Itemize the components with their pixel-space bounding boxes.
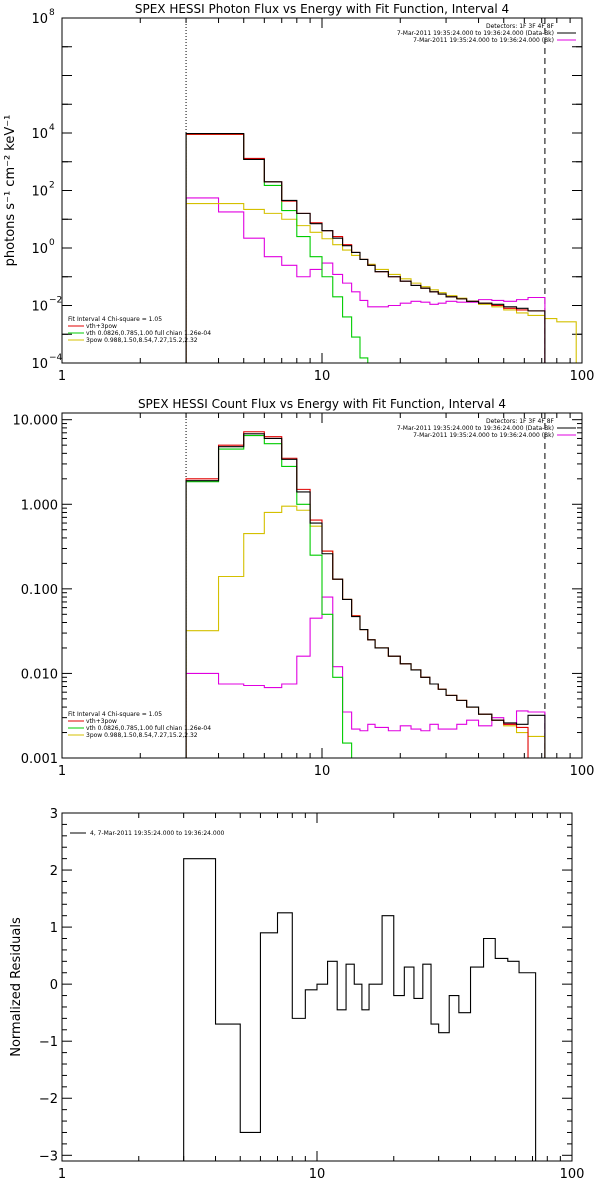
legend-entry-text: 7-Mar-2011 19:35:24.000 to 19:36:24.000 … <box>413 37 554 44</box>
legend-entry-text: 7-Mar-2011 19:35:24.000 to 19:36:24.000 … <box>397 30 554 37</box>
y-tick-label: 1 <box>50 921 58 936</box>
legend-entry-text: Fit Interval 4 Chi-square = 1.05 <box>68 316 162 323</box>
plot-frame <box>61 812 573 1162</box>
y-axis-label: Normalized Residuals <box>9 917 24 1057</box>
y-tick-label: 10 <box>31 357 48 372</box>
y-tick-label: 10 <box>31 242 48 257</box>
y-tick-label: −2 <box>39 1092 58 1107</box>
y-tick-label: 10 <box>31 127 48 142</box>
chart-title: SPEX HESSI Photon Flux vs Energy with Fi… <box>135 2 509 16</box>
chart-title: SPEX HESSI Count Flux vs Energy with Fit… <box>138 397 506 411</box>
plot-area <box>185 413 546 758</box>
y-tick-exponent: −2 <box>49 296 62 306</box>
series-residuals <box>183 858 537 1161</box>
y-tick-exponent: −4 <box>49 353 63 363</box>
series-background <box>185 197 546 363</box>
x-tick-label: 100 <box>560 1167 585 1182</box>
legend-legend_bottomleft: Fit Interval 4 Chi-square = 1.05vth+3pow… <box>68 711 211 739</box>
y-tick-label: 0 <box>50 978 58 993</box>
plot-area <box>183 858 537 1161</box>
legend-legend_topright: Detectors: 1F 3F 4F 8F7-Mar-2011 19:35:2… <box>397 23 576 44</box>
legend-entry-text: 3pow 0.988,1.50,8.54,7.27,15.2,2.32 <box>86 732 198 739</box>
y-tick-label: 10 <box>31 300 48 315</box>
y-tick-label: −3 <box>39 1149 58 1164</box>
panel-photon: SPEX HESSI Photon Flux vs Energy with Fi… <box>3 2 595 384</box>
legend-entry-text: vth+3pow <box>86 323 117 330</box>
y-tick-label: 0.100 <box>21 583 58 598</box>
x-tick-label: 10 <box>314 764 331 779</box>
legend-entry-text: vth 0.0826,0.785,1.00 full chian 1.26e-0… <box>86 725 211 732</box>
y-tick-label: 10 <box>31 185 48 200</box>
x-tick-label: 1 <box>58 369 66 384</box>
y-tick-label: 10 <box>31 12 48 27</box>
y-tick-exponent: 0 <box>49 238 55 248</box>
y-tick-label: 3 <box>50 807 58 822</box>
legend-entry-text: 4, 7-Mar-2011 19:35:24.000 to 19:36:24.0… <box>90 830 225 837</box>
series-thermal <box>185 434 361 758</box>
y-tick-exponent: 4 <box>49 123 55 133</box>
legend-entry-text: 7-Mar-2011 19:35:24.000 to 19:36:24.000 … <box>397 425 554 432</box>
series-data <box>185 132 546 363</box>
y-tick-exponent: 2 <box>49 181 55 191</box>
legend-entry-text: vth+3pow <box>86 718 117 725</box>
legend-legend_topleft: 4, 7-Mar-2011 19:35:24.000 to 19:36:24.0… <box>70 830 225 837</box>
plot-frame <box>61 17 583 364</box>
x-tick-label: 10 <box>309 1167 326 1182</box>
legend-entry-text: Fit Interval 4 Chi-square = 1.05 <box>68 711 162 718</box>
series-data <box>185 433 546 758</box>
y-tick-label: 2 <box>50 864 58 879</box>
x-tick-label: 1 <box>58 1167 66 1182</box>
y-tick-label: −1 <box>39 1035 58 1050</box>
legend-entry-text: Detectors: 1F 3F 4F 8F <box>486 23 555 30</box>
y-axis-ticks: 0.001 0.010 0.100 1.000 10.000 <box>13 414 582 767</box>
x-axis-ticks: 1 10 100 <box>58 813 585 1182</box>
x-tick-label: 10 <box>314 369 331 384</box>
y-tick-label: 1.000 <box>21 498 58 513</box>
legend-legend_bottomleft: Fit Interval 4 Chi-square = 1.05vth+3pow… <box>68 316 211 344</box>
x-tick-label: 1 <box>58 764 66 779</box>
panel-residuals: Normalized Residuals 1 10 100 −3 −2 −1 0 1 2 3 4, 7… <box>9 807 585 1182</box>
y-tick-label: 0.010 <box>21 667 58 682</box>
y-axis-ticks: 10 −410 −210 010 210 410 8 <box>31 8 582 372</box>
y-axis-label: photons s⁻¹ cm⁻² keV⁻¹ <box>3 115 18 267</box>
legend-entry-text: vth 0.0826,0.785,1.00 full chian 1.26e-0… <box>86 330 211 337</box>
x-axis-ticks: 1 10 100 <box>58 413 595 779</box>
y-tick-exponent: 8 <box>49 8 55 18</box>
series-background <box>185 596 546 758</box>
legend-entry-text: Detectors: 1F 3F 4F 8F <box>486 418 555 425</box>
legend-entry-text: 7-Mar-2011 19:35:24.000 to 19:36:24.000 … <box>413 432 554 439</box>
x-tick-label: 100 <box>570 764 595 779</box>
legend-legend_topright: Detectors: 1F 3F 4F 8F7-Mar-2011 19:35:2… <box>397 418 576 439</box>
x-tick-label: 100 <box>570 369 595 384</box>
y-tick-label: 0.001 <box>21 752 58 767</box>
y-axis-ticks: −3 −2 −1 0 1 2 3 <box>39 807 572 1164</box>
legend-entry-text: 3pow 0.988,1.50,8.54,7.27,15.2,2.32 <box>86 337 198 344</box>
plot-frame <box>61 412 583 759</box>
y-tick-label: 10.000 <box>13 414 59 429</box>
panels: SPEX HESSI Photon Flux vs Energy with Fi… <box>3 2 595 1182</box>
panel-count: SPEX HESSI Count Flux vs Energy with Fit… <box>13 397 595 779</box>
plot-area <box>185 18 577 363</box>
